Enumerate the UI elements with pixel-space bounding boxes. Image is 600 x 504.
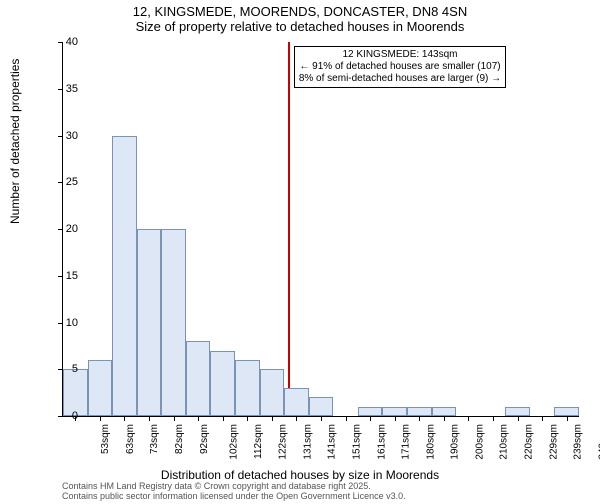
xtick-label: 122sqm	[278, 424, 289, 460]
y-axis-label: Number of detached properties	[8, 59, 22, 224]
xtick-mark	[493, 416, 494, 421]
xtick-mark	[198, 416, 199, 421]
ytick-label: 0	[58, 410, 78, 422]
ytick-label: 10	[58, 317, 78, 329]
annotation-line3: 8% of semi-detached houses are larger (9…	[299, 73, 501, 85]
xtick-mark	[419, 416, 420, 421]
xtick-mark	[321, 416, 322, 421]
xtick-mark	[468, 416, 469, 421]
bar	[88, 360, 113, 416]
marker-annotation: 12 KINGSMEDE: 143sqm ← 91% of detached h…	[294, 46, 506, 88]
ytick-label: 15	[58, 270, 78, 282]
xtick-label: 151sqm	[352, 424, 363, 460]
title-sub: Size of property relative to detached ho…	[0, 19, 600, 34]
bar	[137, 229, 162, 416]
xtick-mark	[272, 416, 273, 421]
ytick-label: 25	[58, 176, 78, 188]
marker-line	[288, 42, 290, 416]
footer-line2: Contains public sector information licen…	[62, 492, 406, 502]
xtick-label: 239sqm	[573, 424, 584, 460]
xtick-label: 200sqm	[474, 424, 485, 460]
xtick-mark	[444, 416, 445, 421]
chart-container: 12, KINGSMEDE, MOORENDS, DONCASTER, DN8 …	[0, 4, 600, 504]
bar	[284, 388, 309, 416]
xtick-mark	[370, 416, 371, 421]
bar	[554, 407, 579, 416]
xtick-mark	[346, 416, 347, 421]
xtick-mark	[149, 416, 150, 421]
annotation-line1: 12 KINGSMEDE: 143sqm	[299, 49, 501, 61]
ytick-label: 5	[58, 363, 78, 375]
xtick-label: 112sqm	[253, 424, 264, 459]
ytick-label: 40	[58, 36, 78, 48]
xtick-label: 141sqm	[327, 424, 338, 460]
xtick-mark	[124, 416, 125, 421]
xtick-mark	[518, 416, 519, 421]
x-axis-label: Distribution of detached houses by size …	[0, 468, 600, 482]
xtick-label: 53sqm	[100, 424, 111, 454]
xtick-mark	[542, 416, 543, 421]
plot-area: 12 KINGSMEDE: 143sqm ← 91% of detached h…	[62, 42, 579, 417]
bar	[382, 407, 407, 416]
bar	[112, 136, 137, 417]
bar	[210, 351, 235, 416]
bar	[235, 360, 260, 416]
xtick-label: 73sqm	[149, 424, 160, 454]
xtick-label: 171sqm	[401, 424, 412, 460]
bar	[63, 369, 88, 416]
xtick-mark	[567, 416, 568, 421]
xtick-mark	[395, 416, 396, 421]
xtick-label: 161sqm	[376, 424, 387, 460]
bar	[309, 397, 334, 416]
xtick-label: 92sqm	[199, 424, 210, 454]
bar	[407, 407, 432, 416]
ytick-label: 20	[58, 223, 78, 235]
xtick-mark	[223, 416, 224, 421]
xtick-label: 180sqm	[425, 424, 436, 460]
xtick-label: 63sqm	[125, 424, 136, 454]
bar	[161, 229, 186, 416]
xtick-label: 131sqm	[302, 424, 313, 460]
xtick-mark	[100, 416, 101, 421]
bar	[260, 369, 285, 416]
xtick-label: 220sqm	[524, 424, 535, 460]
bar	[432, 407, 457, 416]
ytick-label: 30	[58, 130, 78, 142]
ytick-label: 35	[58, 83, 78, 95]
xtick-label: 210sqm	[499, 424, 510, 460]
xtick-mark	[247, 416, 248, 421]
annotation-line2: ← 91% of detached houses are smaller (10…	[299, 61, 501, 73]
bar	[358, 407, 383, 416]
xtick-mark	[296, 416, 297, 421]
xtick-label: 102sqm	[229, 424, 240, 460]
xtick-label: 229sqm	[548, 424, 559, 460]
footer: Contains HM Land Registry data © Crown c…	[62, 482, 406, 502]
bar	[186, 341, 211, 416]
title-main: 12, KINGSMEDE, MOORENDS, DONCASTER, DN8 …	[0, 4, 600, 19]
xtick-label: 190sqm	[450, 424, 461, 460]
xtick-label: 82sqm	[174, 424, 185, 454]
xtick-mark	[174, 416, 175, 421]
bar	[505, 407, 530, 416]
